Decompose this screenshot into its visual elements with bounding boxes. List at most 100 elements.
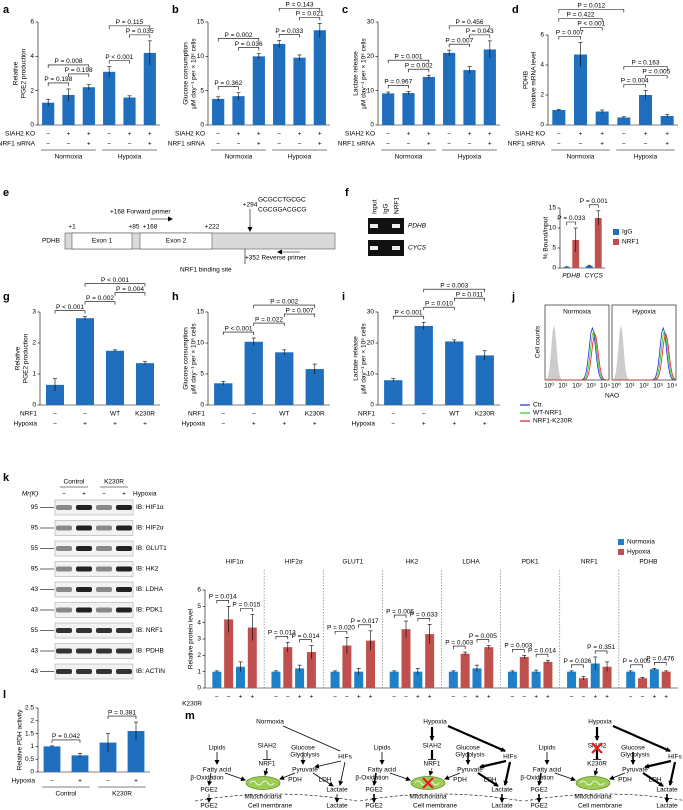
significance-bracket [51,739,81,743]
significance-bracket [654,662,667,666]
significance-bracket [299,639,312,643]
p-value: P = 0.043 [466,28,494,35]
m-siah2: SIAH2 [258,743,277,750]
legend-label: NRF1 [622,239,639,246]
y-axis-label: Relative protein level [188,608,195,669]
condition-sign: − [468,141,472,148]
exon [71,232,133,250]
m-pdh: PDH [288,777,302,784]
blot-band [96,628,112,633]
group-label: Normoxia [225,154,253,161]
bar [71,755,89,772]
condition-sign: + [488,131,492,138]
y-tick-label: 3 [32,309,36,316]
bar [127,731,145,772]
bar [484,647,494,688]
y-axis-label: PGE2 production [21,48,28,98]
mw-marker: 43 [31,586,39,593]
condition-sign: − [622,131,626,138]
bar [617,117,631,125]
y-axis-label: Relative [15,346,22,370]
significance-bracket [47,82,69,86]
condition-sign: + [298,131,302,138]
y-tick-label: 6 [30,19,34,26]
bar [43,746,61,772]
m-fatty-acid: Fatty acid [203,767,232,774]
bar [448,671,458,688]
p-value: P = 0.015 [232,602,260,609]
y-tick-label: 30 [367,309,375,316]
condition-sign: + [534,694,538,701]
significance-bracket [571,664,584,668]
y-tick-label: 0 [200,122,204,129]
significance-bracket [580,27,603,31]
m-pge2: PGE2 [530,787,548,794]
condition-sign: WT [110,411,120,418]
condition-sign: + [475,694,479,701]
condition-title: Hypoxia [632,309,656,316]
group-label: CYCS [585,273,604,280]
bar [224,619,234,688]
panel-letter: b [172,4,179,16]
bar [414,325,433,405]
bar [46,384,64,405]
m-ldh: LDH [318,777,331,784]
significance-bracket [558,36,581,40]
condition-sign: − [128,141,132,148]
condition-sign: − [570,694,574,701]
bar [567,671,577,688]
x-tick-label: 10⁴ [600,383,610,390]
significance-bracket [334,631,348,635]
blot-band [96,505,112,510]
condition-sign: − [53,411,57,418]
condition-label: Hypoxia [133,491,157,498]
x-tick-label: 10² [639,383,649,390]
gene-label: PDHB [408,223,427,230]
position-label: +1 [68,224,76,231]
gel-band [370,246,378,250]
blot-band [96,566,112,572]
condition-label: NRF1 siRNA [0,141,36,148]
bar [543,661,553,688]
condition-sign: − [46,131,50,138]
pathway-arrow [312,772,334,787]
p-value: P = 0.456 [456,19,484,26]
condition-label: SIAH2 KO [175,131,205,138]
m-glucose: Glucose [621,745,645,752]
blot-band [76,566,92,572]
panel-letter: h [172,291,179,303]
y-axis-label: Glucose consumption [183,327,190,390]
panel-letter: e [3,187,9,199]
panel-letter: f [345,187,349,199]
condition-sign: − [106,778,110,785]
significance-bracket [358,624,371,628]
p-value: P = 0.476 [646,656,674,663]
blot-band [96,648,112,654]
blot-band [96,525,112,531]
blot-label: IB: GLUT1 [136,545,167,552]
condition-sign: − [644,141,648,148]
block-mark [422,777,434,789]
bar [638,678,648,688]
condition-label: K230R [182,701,202,708]
significance-bracket [645,75,668,79]
blot-label: IB: HK2 [136,566,159,573]
y-tick-label: 0 [30,122,34,129]
control-peak [612,325,676,380]
condition-sign: − [582,694,586,701]
cell-membrane [359,793,523,802]
condition-sign: + [427,131,431,138]
p-value: P = 0.035 [126,28,154,35]
block-mark [591,742,603,754]
m-siah2: SIAH2 [588,743,607,750]
bar [382,93,395,125]
bar [232,96,245,125]
condition-sign: + [644,131,648,138]
condition-sign: + [427,141,431,148]
cristae [579,780,605,786]
condition-sign: − [579,141,583,148]
p-value: P = 0.033 [275,28,303,35]
y-tick-label: 4 [197,619,201,626]
condition-sign: − [83,411,87,418]
